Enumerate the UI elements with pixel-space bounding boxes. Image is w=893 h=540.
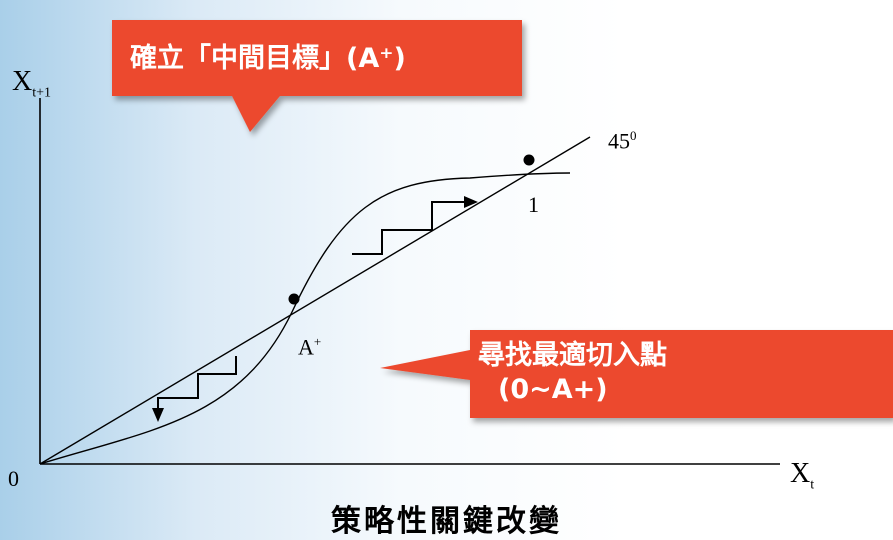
upper-fixed-point-label: 1 (528, 192, 539, 217)
middle-fixed-point-letter: A (298, 334, 314, 360)
diagonal-label-value: 45 (608, 128, 630, 154)
origin-label: 0 (8, 466, 19, 491)
y-axis-label: Xt+1 (12, 66, 51, 102)
diagonal-label: 450 (608, 128, 637, 154)
middle-fixed-point-superscript: + (313, 334, 322, 349)
upper-staircase-arrowhead (464, 196, 478, 208)
y-axis-letter: X (12, 66, 33, 97)
right-callout-line1: 尋找最適切入點 (478, 340, 667, 371)
upper-staircase (352, 201, 470, 255)
middle-fixed-point-label: A+ (298, 334, 321, 360)
lower-staircase-arrowhead (152, 408, 164, 422)
top-callout-shape (112, 20, 522, 132)
y-axis-subscript: t+1 (32, 85, 52, 101)
right-callout-shape (380, 330, 893, 418)
lower-staircase (157, 356, 237, 412)
x-axis-label: Xt (790, 458, 814, 494)
diagonal-45-line (39, 136, 591, 465)
x-axis-letter: X (790, 458, 811, 489)
middle-fixed-point-dot (288, 293, 300, 305)
right-callout-line2: (0~A+) (498, 374, 608, 405)
diagonal-label-superscript: 0 (630, 128, 637, 143)
top-callout-text: 確立「中間目標」(A⁺) (130, 43, 406, 74)
upper-fixed-point-dot (523, 154, 535, 166)
x-axis-subscript: t (810, 477, 815, 493)
s-curve (39, 172, 571, 465)
caption: 策略性關鍵改變 (331, 504, 562, 539)
